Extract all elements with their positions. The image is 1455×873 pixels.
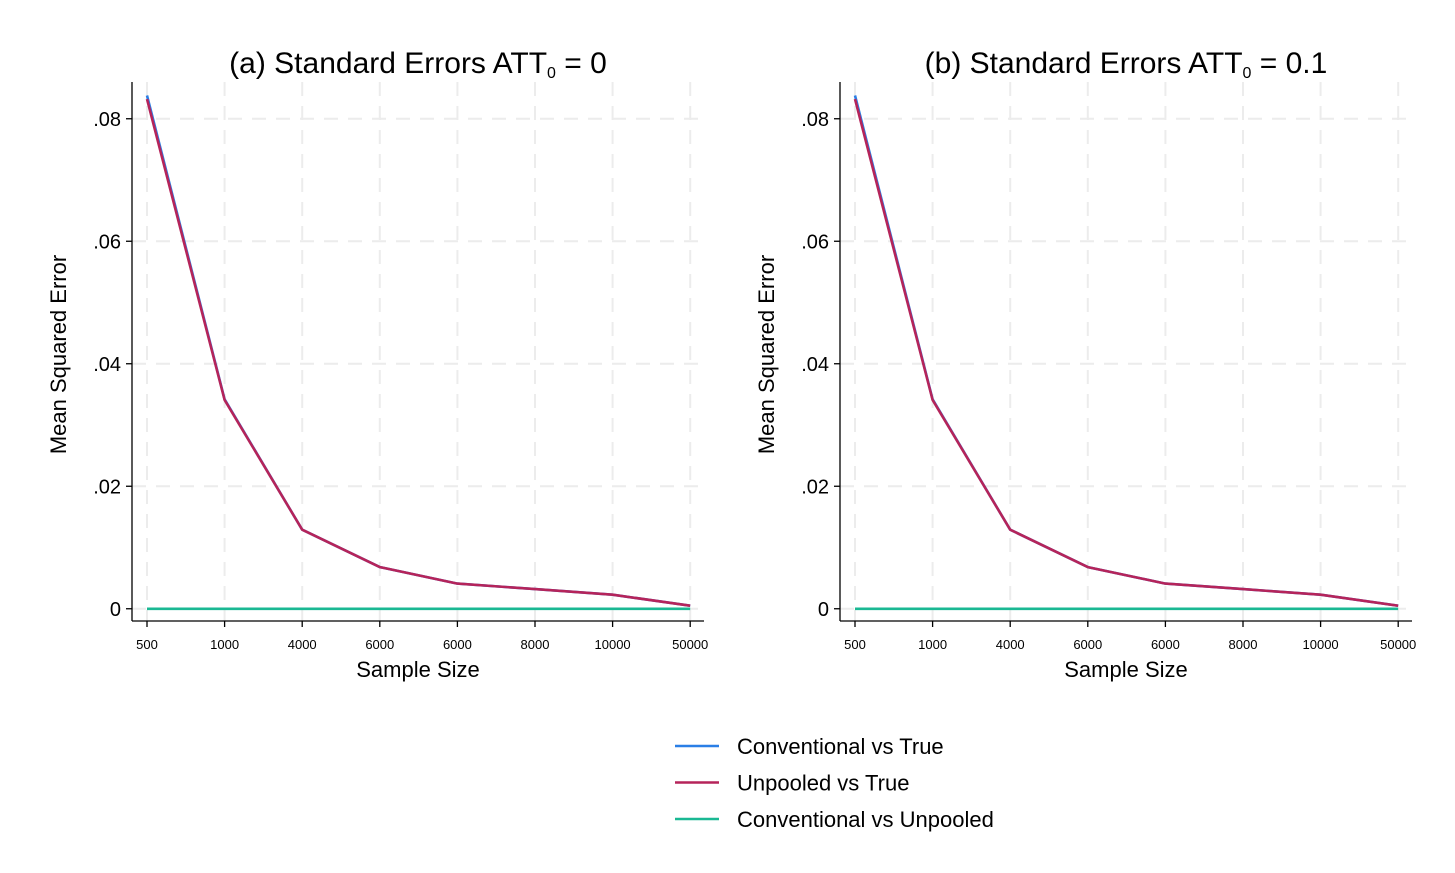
series-line-unpooled-vs-true <box>145 98 691 607</box>
x-tick-label: 6000 <box>365 637 394 652</box>
y-axis-label: Mean Squared Error <box>754 255 779 454</box>
x-tick-label: 6000 <box>1073 637 1102 652</box>
legend-label: Unpooled vs True <box>737 771 909 796</box>
legend-label: Conventional vs Unpooled <box>737 807 994 832</box>
chart-title: (b) Standard Errors ATT0 = 0.1 <box>925 47 1328 82</box>
legend-item: Conventional vs True <box>675 734 944 759</box>
y-tick-label: .04 <box>801 354 829 376</box>
y-tick-label: .08 <box>801 109 829 131</box>
y-axis-label: Mean Squared Error <box>46 255 71 454</box>
x-tick-label: 6000 <box>443 637 472 652</box>
x-tick-label: 500 <box>136 637 158 652</box>
chart-title-subscript: 0 <box>1243 65 1252 82</box>
x-tick-label: 4000 <box>288 637 317 652</box>
x-tick-label: 50000 <box>1380 637 1416 652</box>
series-line-conventional-vs-true <box>853 95 1399 607</box>
gridlines <box>840 82 1412 621</box>
x-tick-label: 8000 <box>1229 637 1258 652</box>
x-tick-label: 500 <box>844 637 866 652</box>
x-axis-label: Sample Size <box>356 657 480 682</box>
y-tick-label: .06 <box>801 231 829 253</box>
series-line-conventional-vs-true <box>145 95 691 607</box>
chart-title-main: (b) Standard Errors ATT <box>925 47 1243 80</box>
x-tick-label: 4000 <box>996 637 1025 652</box>
series-line-unpooled-vs-true <box>853 98 1399 607</box>
y-tick-label: .04 <box>93 354 121 376</box>
x-tick-label: 6000 <box>1151 637 1180 652</box>
y-tick-label: .06 <box>93 231 121 253</box>
x-tick-label: 50000 <box>672 637 708 652</box>
chart-title-main: (a) Standard Errors ATT <box>229 47 547 80</box>
chart-title-suffix: = 0.1 <box>1251 47 1327 80</box>
chart-panel-1: (a) Standard Errors ATT0 = 00.02.04.06.0… <box>46 47 708 682</box>
x-tick-label: 1000 <box>210 637 239 652</box>
x-tick-label: 8000 <box>521 637 550 652</box>
chart-title-suffix: = 0 <box>556 47 607 80</box>
chart-panel-2: (b) Standard Errors ATT0 = 0.10.02.04.06… <box>754 47 1416 682</box>
y-tick-label: 0 <box>110 599 121 621</box>
y-tick-label: .02 <box>93 476 121 498</box>
legend-item: Unpooled vs True <box>675 771 909 796</box>
legend: Conventional vs True Unpooled vs True Conv… <box>675 734 994 832</box>
legend-item: Conventional vs Unpooled <box>675 807 994 832</box>
y-tick-label: .08 <box>93 109 121 131</box>
x-tick-label: 1000 <box>918 637 947 652</box>
y-tick-label: 0 <box>818 599 829 621</box>
x-axis-label: Sample Size <box>1064 657 1188 682</box>
legend-label: Conventional vs True <box>737 734 944 759</box>
chart-title: (a) Standard Errors ATT0 = 0 <box>229 47 607 82</box>
y-tick-label: .02 <box>801 476 829 498</box>
x-tick-label: 10000 <box>1303 637 1339 652</box>
chart-title-subscript: 0 <box>547 65 556 82</box>
x-tick-label: 10000 <box>595 637 631 652</box>
gridlines <box>132 82 704 621</box>
